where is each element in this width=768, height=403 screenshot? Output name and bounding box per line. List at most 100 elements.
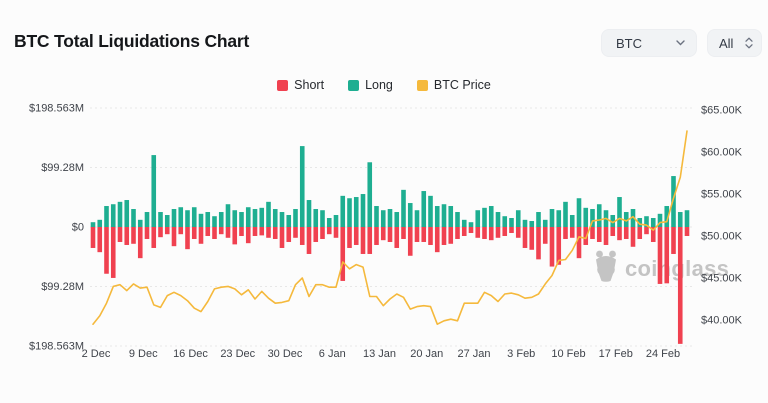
y-right-label: $45.00K — [701, 273, 743, 285]
long-bar — [475, 210, 481, 227]
short-bar — [407, 227, 413, 256]
x-tick-label: 16 Dec — [173, 348, 208, 360]
short-bar — [495, 227, 501, 238]
short-bar — [90, 227, 96, 248]
long-bar — [124, 200, 130, 227]
short-bar — [468, 227, 474, 233]
long-bar — [110, 204, 116, 227]
long-bar — [259, 207, 265, 227]
long-bar — [367, 162, 373, 227]
y-left-label: $198.563M — [29, 341, 84, 353]
long-bar — [218, 212, 224, 227]
long-bar — [151, 155, 157, 227]
long-bar — [583, 207, 589, 227]
long-swatch-icon — [348, 79, 360, 91]
page-title: BTC Total Liquidations Chart — [14, 31, 250, 51]
x-tick-label: 24 Feb — [646, 348, 680, 360]
short-bar — [353, 227, 359, 245]
short-bar — [218, 227, 224, 235]
long-bar — [664, 206, 670, 227]
long-bar — [610, 215, 616, 227]
short-bar — [596, 227, 602, 242]
short-bar — [529, 227, 535, 250]
range-dropdown-value: All — [719, 35, 734, 51]
short-bar — [475, 227, 481, 238]
long-bar — [529, 221, 535, 227]
long-bar — [482, 207, 487, 227]
x-tick-label: 10 Feb — [551, 348, 585, 360]
x-tick-label: 23 Dec — [220, 348, 255, 360]
short-bar — [502, 227, 508, 236]
btc-price-line — [92, 130, 688, 326]
short-bar — [394, 227, 400, 248]
long-bar — [380, 210, 386, 227]
legend-item-short[interactable]: Short — [277, 78, 324, 92]
legend-item-btc-price[interactable]: BTC Price — [416, 78, 491, 92]
x-tick-label: 27 Jan — [457, 348, 490, 360]
chevron-down-icon — [676, 40, 685, 46]
short-bar — [677, 227, 683, 344]
short-bar — [515, 227, 521, 238]
short-bar — [245, 227, 251, 244]
long-bar — [178, 207, 184, 227]
long-bar — [353, 197, 359, 227]
short-bar — [212, 227, 217, 239]
long-bar — [488, 206, 494, 227]
short-bar — [414, 227, 420, 242]
long-bar — [455, 212, 460, 227]
long-bar — [414, 210, 420, 227]
symbol-dropdown[interactable]: BTC — [601, 29, 697, 57]
short-bar — [657, 227, 663, 284]
short-bar — [536, 227, 541, 260]
long-bar — [333, 215, 339, 227]
long-bar — [144, 212, 150, 227]
short-bar — [347, 227, 352, 248]
long-bar — [677, 212, 683, 227]
range-dropdown[interactable]: All — [707, 29, 762, 57]
short-bar — [320, 227, 325, 239]
btc-price-swatch-icon — [416, 79, 428, 91]
legend-item-long[interactable]: Long — [348, 78, 393, 92]
short-bar — [623, 227, 629, 239]
long-bar — [522, 219, 528, 227]
long-bar — [360, 194, 366, 227]
long-bar — [299, 146, 305, 227]
chart-legend: Short Long BTC Price — [0, 78, 768, 92]
short-bar — [488, 227, 494, 241]
short-bar — [326, 227, 332, 235]
y-right-label: $50.00K — [701, 231, 743, 243]
short-bar — [97, 227, 103, 253]
x-tick-label: 6 Jan — [319, 348, 346, 360]
y-left-label: $99.28M — [41, 162, 84, 174]
short-bar — [232, 227, 238, 245]
legend-label-short: Short — [294, 78, 325, 92]
long-bar — [374, 206, 379, 227]
long-bar — [191, 207, 197, 227]
long-bar — [569, 215, 575, 227]
long-bar — [313, 209, 319, 227]
short-bar — [104, 227, 109, 274]
short-bar — [293, 227, 298, 238]
x-tick-label: 20 Jan — [410, 348, 443, 360]
short-bar — [252, 227, 258, 236]
short-bar — [137, 227, 143, 259]
long-bar — [657, 213, 663, 227]
long-bar — [272, 209, 278, 227]
short-bar — [610, 227, 616, 236]
short-bar — [671, 227, 676, 254]
long-bar — [212, 216, 217, 227]
long-bar — [617, 197, 622, 227]
y-left-label: $99.28M — [41, 281, 84, 293]
short-bar — [178, 227, 184, 235]
short-bar — [272, 227, 278, 239]
short-bar — [185, 227, 190, 250]
short-bar — [542, 227, 548, 244]
long-bar — [117, 201, 123, 227]
long-bar — [684, 210, 690, 227]
short-bar — [333, 227, 339, 238]
long-bar — [286, 215, 292, 227]
long-bar — [441, 204, 447, 227]
short-bar — [549, 227, 555, 267]
long-bar — [252, 209, 258, 227]
